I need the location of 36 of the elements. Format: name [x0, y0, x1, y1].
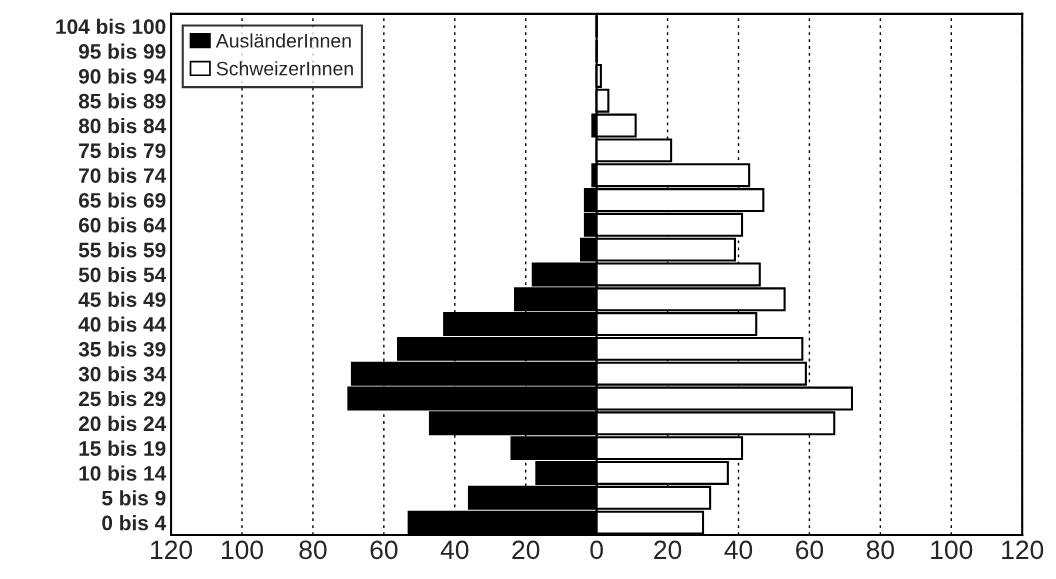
x-tick-label: 40	[724, 540, 753, 560]
y-tick-label: 15 bis 19	[79, 440, 166, 456]
x-tick-label: 100	[222, 540, 263, 560]
legend-label: SchweizerInnen	[216, 61, 353, 76]
y-tick-label: 85 bis 89	[78, 93, 166, 109]
x-tick-label: 80	[866, 540, 894, 560]
y-tick-label: 95 bis 99	[78, 43, 166, 59]
y-tick-label: 30 bis 34	[78, 366, 167, 382]
y-tick-label: 104 bis 100	[56, 18, 166, 35]
x-tick-label: 40	[440, 540, 469, 560]
y-tick-label: 25 bis 29	[78, 390, 166, 407]
x-tick-label: 80	[299, 540, 327, 560]
y-tick-label: 45 bis 49	[78, 291, 166, 308]
y-tick-label: 35 bis 39	[78, 341, 166, 357]
y-tick-label: 5 bis 9	[102, 490, 166, 506]
x-tick-label: 120	[1002, 540, 1044, 560]
y-tick-label: 10 bis 14	[79, 465, 167, 481]
y-tick-label: 55 bis 59	[78, 242, 166, 258]
y-tick-label: 90 bis 94	[78, 68, 167, 84]
legend-label: AusländerInnen	[215, 33, 351, 48]
x-tick-label: 20	[654, 540, 682, 560]
y-tick-label: 50 bis 54	[78, 266, 167, 283]
y-tick-label: 75 bis 79	[79, 142, 166, 159]
y-tick-label: 0 bis 4	[102, 515, 167, 531]
y-tick-label: 20 bis 24	[78, 415, 167, 432]
y-tick-label: 65 bis 69	[78, 192, 166, 208]
y-tick-label: 60 bis 64	[78, 217, 167, 233]
y-tick-label: 70 bis 74	[79, 167, 167, 183]
x-tick-label: 120	[151, 540, 193, 560]
x-tick-label: 0	[590, 540, 603, 560]
x-tick-label: 20	[512, 540, 540, 560]
x-tick-label: 100	[931, 540, 973, 560]
x-tick-label: 60	[796, 540, 824, 560]
x-tick-label: 60	[370, 540, 398, 560]
y-tick-label: 40 bis 44	[78, 316, 167, 332]
y-tick-label: 80 bis 84	[78, 118, 167, 134]
